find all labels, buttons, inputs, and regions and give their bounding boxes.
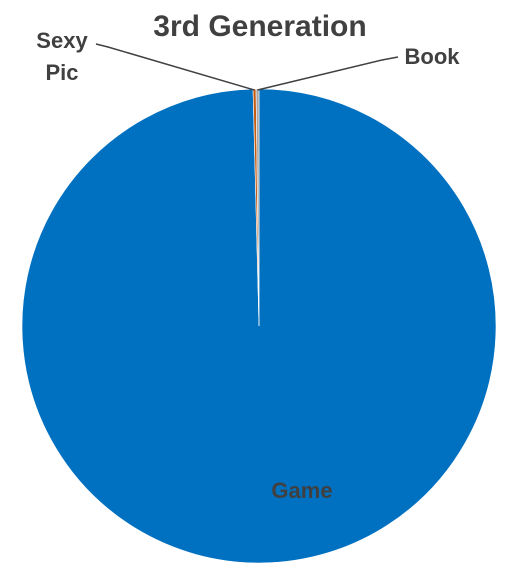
leader-line-sexy-pic bbox=[95, 43, 255, 91]
chart-title: 3rd Generation bbox=[153, 10, 366, 43]
slice-label-sexy-pic: Sexy Pic bbox=[36, 28, 88, 85]
pie-slices bbox=[21, 88, 497, 564]
leader-lines bbox=[95, 43, 399, 91]
slice-label-book: Book bbox=[405, 44, 461, 69]
leader-line-book bbox=[257, 56, 399, 91]
slice-labels: Game Sexy Pic Book bbox=[36, 28, 460, 503]
slice-label-game: Game bbox=[271, 478, 332, 503]
